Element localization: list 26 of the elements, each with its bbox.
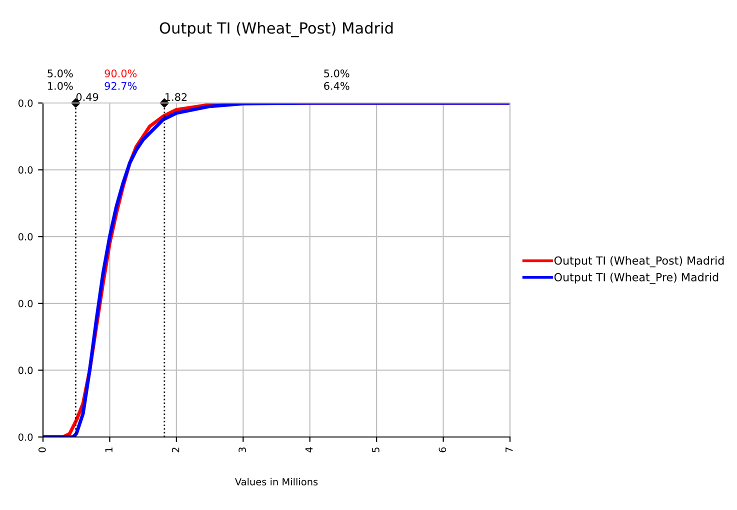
text: 0.0 (18, 366, 33, 374)
text: 90.0% (104, 69, 137, 78)
x-tick-label: 2 (172, 448, 180, 452)
x-tick-label: 6 (438, 447, 446, 452)
chart-title: Output TI (Wheat_Post) Madrid (160, 22, 393, 38)
legend-label: Output TI (Wheat_Pre) Madrid (554, 272, 718, 284)
text: 92.7% (104, 82, 137, 90)
x-tick-label: 1 (105, 448, 112, 452)
x-tick-label: 4 (305, 447, 313, 452)
text: 1.0% (48, 82, 73, 90)
x-tick-label: 7 (506, 448, 513, 452)
legend-label: Output TI (Wheat_Post) Madrid (554, 256, 724, 268)
text: 5.0% (48, 69, 73, 78)
x-axis-title: Values in Millions (234, 478, 318, 486)
text: 0.0 (18, 433, 33, 441)
text: 0.0 (18, 233, 33, 240)
text: 5.0% (324, 69, 350, 78)
x-tick-label: 0 (38, 447, 46, 452)
text: 0.0 (18, 300, 33, 308)
text: 6.4% (324, 82, 350, 90)
text: 0.0 (18, 99, 33, 107)
ref-line-label: 1.82 (166, 93, 187, 101)
x-tick-label: 3 (238, 448, 246, 452)
x-tick-label: 5 (372, 448, 380, 452)
text: 0.0 (18, 166, 33, 174)
ref-line-label: 0.49 (76, 93, 98, 101)
